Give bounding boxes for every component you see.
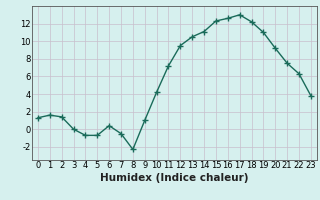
X-axis label: Humidex (Indice chaleur): Humidex (Indice chaleur)	[100, 173, 249, 183]
